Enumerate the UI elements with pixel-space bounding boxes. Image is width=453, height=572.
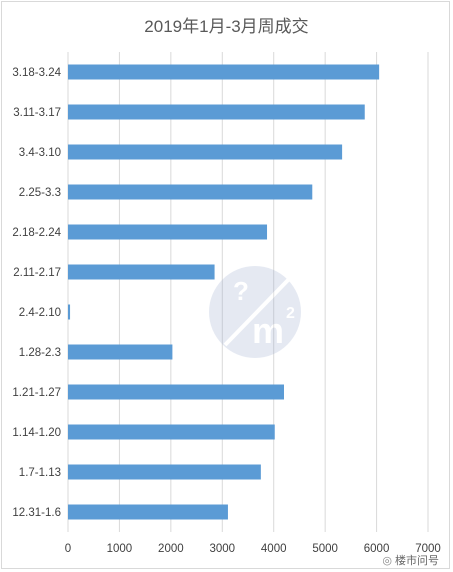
x-tick-label: 5000 [312,543,338,555]
x-tick-label: 2000 [158,543,184,555]
logo-watermark: ? m 2 [209,266,301,358]
bar [68,424,275,440]
bars [68,64,380,520]
bar [68,464,261,480]
x-tick-labels: 0 1000 2000 3000 4000 5000 6000 7000 [65,543,441,555]
bar [68,304,71,320]
category-labels: 3.18-3.24 3.11-3.17 3.4-3.10 2.25-3.3 2.18-2… [12,67,61,519]
logo-circle [209,266,301,358]
chart-title: 2019年1月-3月周成交 [144,17,309,36]
category-label: 2.11-2.17 [13,267,61,279]
category-label: 3.11-3.17 [13,107,61,119]
bar [68,344,173,360]
watermark-text: 楼市问号 [395,555,439,567]
x-tick-label: 0 [65,543,71,555]
x-tick-label: 7000 [415,543,441,555]
category-label: 1.14-1.20 [12,427,61,439]
bar [68,504,228,520]
category-label: 1.28-2.3 [19,347,61,359]
bar [68,264,215,280]
bar [68,184,313,200]
x-tick-label: 3000 [209,543,235,555]
logo-superscript: 2 [286,305,295,322]
category-label: 1.7-1.13 [19,467,61,479]
category-label: 2.18-2.24 [12,227,61,239]
bar [68,224,268,240]
x-tick-label: 1000 [107,543,133,555]
gridlines [67,52,429,532]
watermark: ◎ 楼市问号 [382,552,439,568]
category-label: 2.25-3.3 [19,187,61,199]
bar [68,384,284,400]
logo-m-letter: m [252,310,284,351]
category-label: 3.4-3.10 [19,147,61,159]
logo-slash [223,276,292,347]
category-label: 12.31-1.6 [12,507,61,519]
category-label: 3.18-3.24 [12,67,61,79]
bar [68,144,343,160]
x-tick-label: 4000 [261,543,287,555]
x-tick-label: 6000 [364,543,390,555]
category-label: 2.4-2.10 [19,307,61,319]
category-label: 1.21-1.27 [12,387,61,399]
bar [68,104,365,120]
logo-question-mark: ? [233,276,249,306]
wechat-icon: ◎ [382,554,392,567]
bar [68,64,380,80]
